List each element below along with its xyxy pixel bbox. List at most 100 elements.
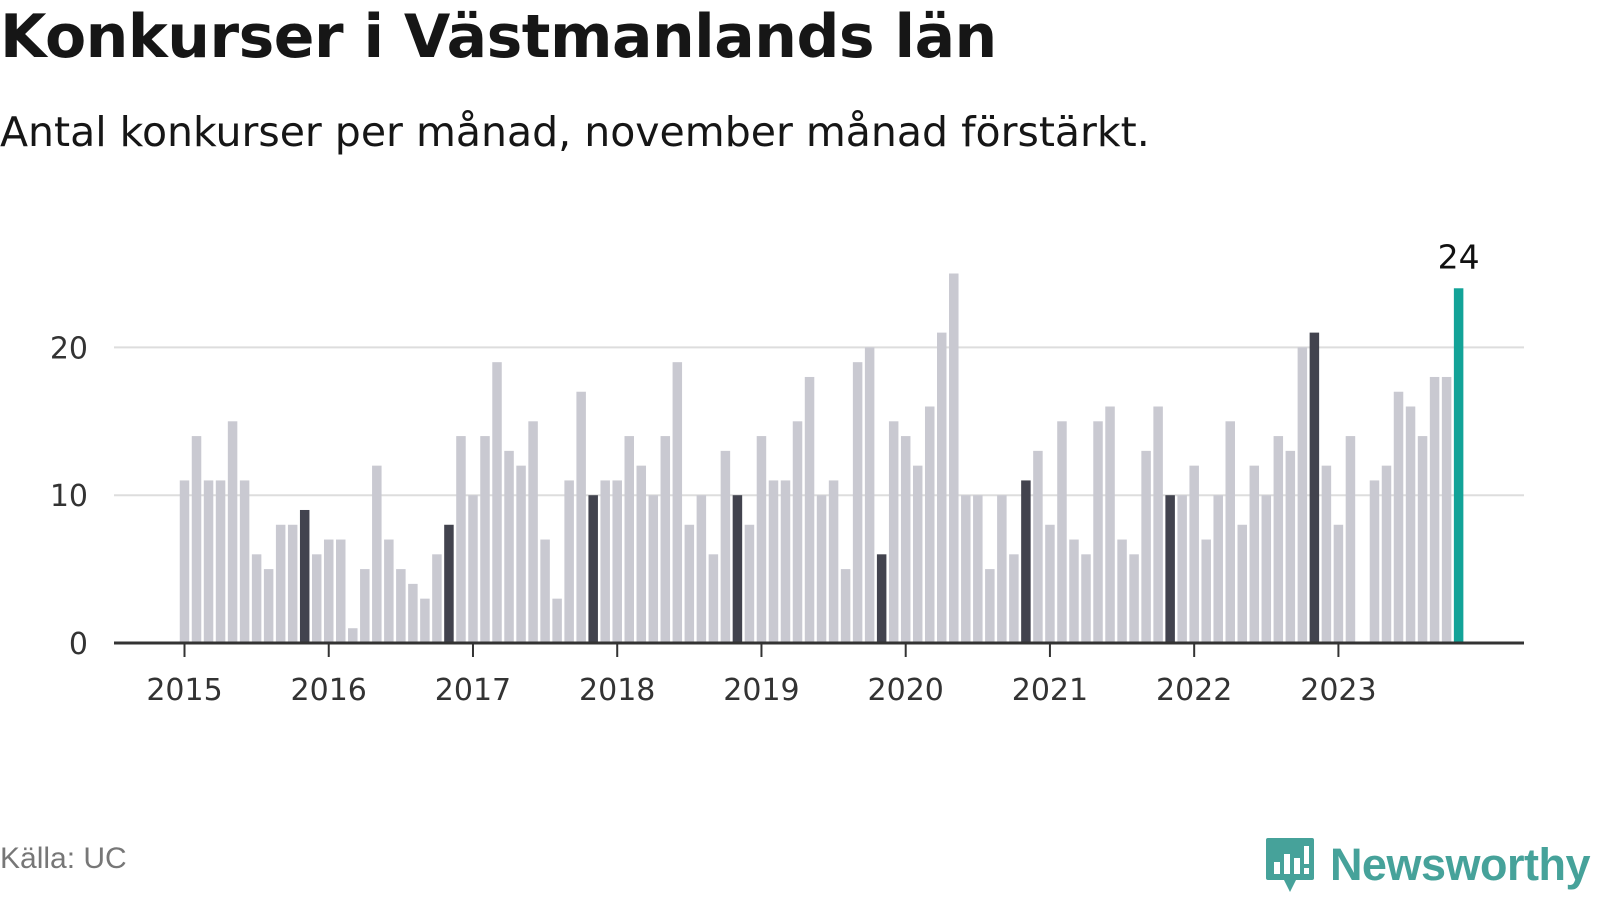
bar xyxy=(516,465,526,643)
bar xyxy=(840,569,851,643)
bar xyxy=(251,554,262,643)
november-bar xyxy=(299,509,310,643)
bar xyxy=(1249,465,1260,643)
bar xyxy=(961,495,971,643)
bar xyxy=(1285,450,1296,643)
bar xyxy=(1417,436,1428,643)
bar xyxy=(323,539,334,643)
bar xyxy=(179,480,190,643)
bar xyxy=(263,569,274,643)
bar xyxy=(420,598,430,643)
bar xyxy=(348,628,358,643)
latest-bar xyxy=(1453,288,1464,643)
bar xyxy=(1045,524,1055,643)
bar xyxy=(720,450,731,643)
bar xyxy=(648,495,659,643)
bar xyxy=(1237,524,1248,643)
bar xyxy=(708,554,719,643)
x-tick-label: 2020 xyxy=(868,673,944,708)
bar xyxy=(311,554,322,643)
november-bar xyxy=(444,524,454,643)
bar xyxy=(864,347,875,643)
bar xyxy=(576,391,586,643)
bar xyxy=(384,539,394,643)
bar xyxy=(540,539,550,643)
bar xyxy=(1189,465,1199,643)
bar xyxy=(852,362,863,643)
bar xyxy=(1405,406,1416,643)
bar xyxy=(528,421,538,643)
bar xyxy=(624,436,634,643)
bar xyxy=(924,406,935,643)
bar xyxy=(660,436,671,643)
bar xyxy=(1429,376,1440,643)
bar xyxy=(1105,406,1115,643)
bar xyxy=(336,539,346,643)
bar xyxy=(287,524,298,643)
bar xyxy=(949,273,959,643)
november-bar xyxy=(876,554,887,643)
bar xyxy=(191,436,202,643)
bar xyxy=(768,480,779,643)
bar xyxy=(888,421,899,643)
x-tick-label: 2016 xyxy=(291,673,367,708)
bar xyxy=(480,436,490,643)
data-label: 24 xyxy=(1438,237,1480,276)
bar xyxy=(504,450,514,643)
bar xyxy=(408,583,418,643)
bar xyxy=(684,524,695,643)
bar xyxy=(360,569,370,643)
x-tick-label: 2018 xyxy=(579,673,655,708)
bar xyxy=(600,480,610,643)
bar xyxy=(744,524,755,643)
bar xyxy=(227,421,238,643)
chart-title: Konkurser i Västmanlands län xyxy=(0,2,997,72)
bar xyxy=(900,436,911,643)
bar xyxy=(1441,376,1452,643)
november-bar xyxy=(1309,332,1320,643)
brand-logo[interactable]: Newsworthy xyxy=(1264,836,1591,894)
bar xyxy=(1333,524,1344,643)
bar xyxy=(997,495,1007,643)
bar xyxy=(1369,480,1380,643)
bar xyxy=(468,495,478,643)
november-bar xyxy=(1021,480,1031,643)
bar xyxy=(1153,406,1163,643)
bar xyxy=(1129,554,1139,643)
bar xyxy=(1381,465,1392,643)
y-tick-label: 20 xyxy=(50,331,88,366)
chart-subtitle: Antal konkurser per månad, november måna… xyxy=(0,108,1150,156)
bar xyxy=(912,465,923,643)
bar xyxy=(985,569,995,643)
bar xyxy=(564,480,574,643)
x-tick-label: 2022 xyxy=(1156,673,1232,708)
bar xyxy=(239,480,250,643)
bar xyxy=(275,524,286,643)
bar xyxy=(1345,436,1356,643)
y-tick-label: 10 xyxy=(50,479,88,514)
bar xyxy=(756,436,767,643)
bar xyxy=(636,465,647,643)
bar xyxy=(973,495,983,643)
y-tick-label: 0 xyxy=(69,627,88,662)
bar xyxy=(792,421,803,643)
november-bar xyxy=(588,495,598,643)
bar xyxy=(937,332,947,643)
bar xyxy=(828,480,839,643)
bar xyxy=(1057,421,1067,643)
bar xyxy=(1201,539,1211,643)
brand-name: Newsworthy xyxy=(1329,839,1591,890)
bar xyxy=(1273,436,1284,643)
november-bar xyxy=(732,495,743,643)
bar xyxy=(1225,421,1235,643)
bar xyxy=(1213,495,1223,643)
bar xyxy=(1069,539,1079,643)
bar xyxy=(1081,554,1091,643)
x-tick-label: 2019 xyxy=(723,673,799,708)
bar xyxy=(612,480,622,643)
bar xyxy=(372,465,382,643)
bar-chart-speech-bubble-icon xyxy=(1265,838,1314,892)
bar xyxy=(672,362,683,643)
bar xyxy=(816,495,827,643)
bar xyxy=(1177,495,1187,643)
